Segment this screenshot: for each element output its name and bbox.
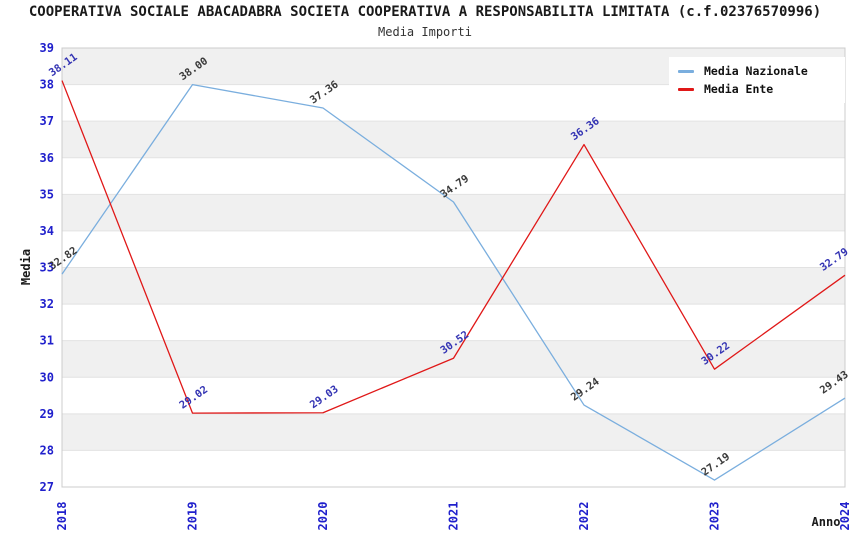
x-tick-label: 2021 xyxy=(447,502,461,531)
y-tick-label: 39 xyxy=(40,41,54,55)
chart-title: COOPERATIVA SOCIALE ABACADABRA SOCIETA C… xyxy=(28,4,822,20)
x-tick-label: 2019 xyxy=(186,502,200,531)
y-tick-label: 36 xyxy=(40,151,54,165)
series-line xyxy=(61,83,846,481)
y-tick-label: 38 xyxy=(40,78,54,92)
x-axis-label: Anno xyxy=(811,515,841,529)
point-value-label: 27.19 xyxy=(699,451,732,479)
y-axis-label: Media xyxy=(19,248,33,286)
plot-band xyxy=(62,194,845,231)
plot-band xyxy=(62,413,845,451)
x-tick-label: 2020 xyxy=(316,502,330,531)
legend: Media Nazionale Media Ente xyxy=(669,57,845,103)
legend-label-ente: Media Ente xyxy=(704,82,774,96)
legend-label-nazionale: Media Nazionale xyxy=(704,64,808,78)
series-line xyxy=(61,80,846,414)
nazionale-line-swatch-icon xyxy=(678,69,694,73)
y-tick-label: 32 xyxy=(40,297,54,311)
y-tick-label: 31 xyxy=(40,334,54,348)
y-tick-label: 27 xyxy=(40,480,54,494)
x-tick-label: 2024 xyxy=(838,502,850,531)
y-tick-label: 33 xyxy=(40,261,54,275)
x-tick-label: 2018 xyxy=(55,502,69,531)
y-tick-label: 37 xyxy=(40,114,54,128)
ente-line-swatch-icon xyxy=(678,87,694,91)
point-value-label: 29.24 xyxy=(569,376,602,404)
y-tick-label: 35 xyxy=(40,187,54,201)
y-tick-label: 29 xyxy=(40,407,54,421)
y-tick-label: 30 xyxy=(40,370,54,384)
plot-band xyxy=(62,267,845,305)
legend-item-ente: Media Ente xyxy=(678,80,845,98)
plot-band xyxy=(62,121,845,158)
y-tick-label: 34 xyxy=(40,224,54,238)
legend-item-nazionale: Media Nazionale xyxy=(678,62,845,80)
x-tick-label: 2023 xyxy=(708,502,722,531)
chart-subtitle: Media Importi xyxy=(378,25,472,39)
plot-band xyxy=(62,340,845,378)
y-tick-label: 28 xyxy=(40,443,54,457)
x-tick-label: 2022 xyxy=(577,502,591,531)
plot-border xyxy=(61,47,846,488)
